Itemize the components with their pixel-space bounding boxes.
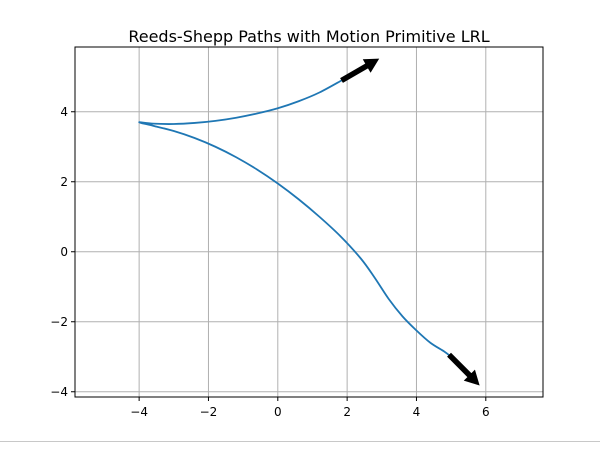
path-line: [138, 79, 452, 358]
y-tick-label: 4: [60, 105, 68, 119]
x-tick-label: 6: [482, 405, 490, 419]
series-layer: [138, 79, 452, 358]
arrow-layer: [340, 58, 480, 386]
y-axis-ticks: −4 −2 0 2 4: [50, 105, 75, 399]
x-tick-label: −2: [200, 405, 218, 419]
x-tick-label: 2: [343, 405, 351, 419]
grid: [75, 47, 543, 397]
heading-arrow: [340, 58, 380, 83]
y-tick-label: 2: [60, 175, 68, 189]
x-tick-label: 0: [274, 405, 282, 419]
x-axis-ticks: −4 −2 0 2 4 6: [130, 397, 490, 419]
chart-title: Reeds-Shepp Paths with Motion Primitive …: [128, 27, 489, 46]
heading-arrow: [447, 352, 480, 386]
window-bottom-border: [0, 441, 600, 442]
x-tick-label: 4: [413, 405, 421, 419]
axes-frame: [74, 46, 544, 398]
y-tick-label: −4: [50, 385, 68, 399]
y-tick-label: 0: [60, 245, 68, 259]
y-tick-label: −2: [50, 315, 68, 329]
x-tick-label: −4: [130, 405, 148, 419]
